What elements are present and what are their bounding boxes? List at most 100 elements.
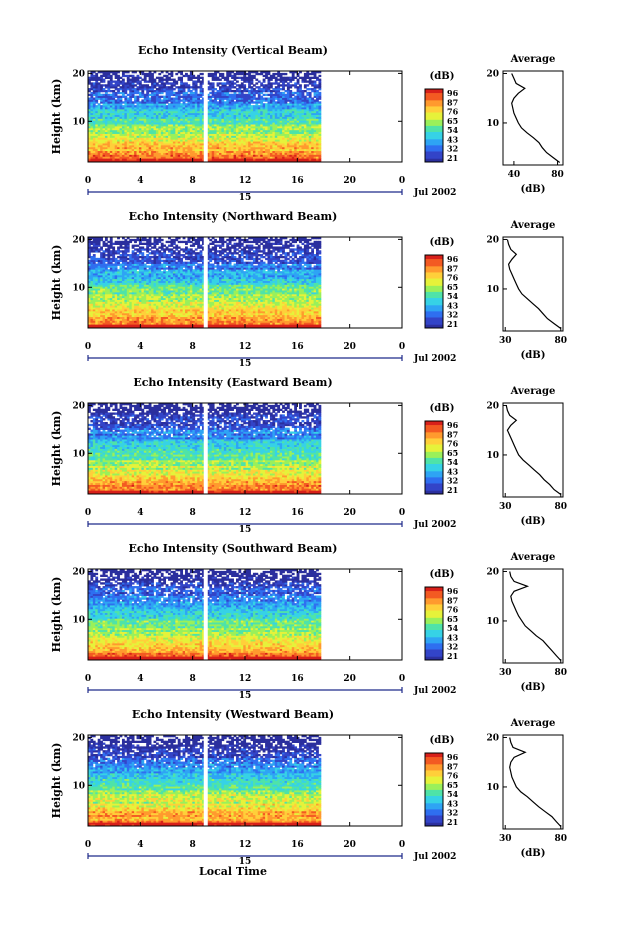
x-tick-label: 0 bbox=[85, 342, 91, 352]
x-tick-label: 0 bbox=[85, 840, 91, 850]
average-profile-line bbox=[510, 572, 561, 661]
average-profile-line bbox=[512, 74, 560, 163]
colorbar-tick-label: 21 bbox=[447, 817, 458, 827]
panel-1: Echo Intensity (Northward Beam)2010Heigh… bbox=[50, 210, 567, 369]
date-label: Jul 2002 bbox=[413, 520, 456, 530]
y-tick-label: 10 bbox=[72, 283, 85, 293]
x-tick-label: 4 bbox=[137, 508, 143, 518]
y-axis-label: Height (km) bbox=[50, 411, 63, 487]
average-x-label: (dB) bbox=[521, 516, 546, 527]
average-y-tick-label: 20 bbox=[486, 69, 499, 79]
colorbar-unit: (dB) bbox=[430, 71, 455, 82]
colorbar bbox=[425, 753, 443, 826]
average-x-tick-label: 30 bbox=[499, 668, 512, 678]
average-title: Average bbox=[510, 718, 556, 729]
date-label: Jul 2002 bbox=[413, 188, 456, 198]
x-tick-label: 20 bbox=[343, 674, 356, 684]
average-y-tick-label: 20 bbox=[486, 401, 499, 411]
x-tick-label: 16 bbox=[291, 176, 304, 186]
colorbar bbox=[425, 255, 443, 328]
panel-title: Echo Intensity (Vertical Beam) bbox=[138, 44, 328, 57]
x-tick-label: 0 bbox=[399, 176, 405, 186]
colorbar-tick-label: 21 bbox=[447, 153, 458, 163]
x-tick-label: 12 bbox=[239, 176, 252, 186]
average-x-tick-label: 40 bbox=[508, 170, 521, 180]
colorbar-tick-label: 21 bbox=[447, 485, 458, 495]
date-label: Jul 2002 bbox=[413, 354, 456, 364]
x-tick-label: 16 bbox=[291, 674, 304, 684]
x-tick-label: 4 bbox=[137, 342, 143, 352]
average-x-label: (dB) bbox=[521, 848, 546, 859]
y-tick-label: 10 bbox=[72, 117, 85, 127]
y-axis-label: Height (km) bbox=[50, 743, 63, 819]
colorbar bbox=[425, 89, 443, 162]
colorbar-unit: (dB) bbox=[430, 735, 455, 746]
x-tick-label: 0 bbox=[85, 176, 91, 186]
average-x-label: (dB) bbox=[521, 184, 546, 195]
x-tick-label: 0 bbox=[85, 508, 91, 518]
average-y-tick-label: 20 bbox=[486, 567, 499, 577]
date-marker: 15 bbox=[239, 193, 252, 203]
data-gap bbox=[204, 569, 208, 660]
panel-4: Echo Intensity (Westward Beam)2010Height… bbox=[50, 708, 567, 878]
date-label: Jul 2002 bbox=[413, 686, 456, 696]
x-tick-label: 0 bbox=[85, 674, 91, 684]
colorbar-unit: (dB) bbox=[430, 237, 455, 248]
y-tick-label: 10 bbox=[72, 615, 85, 625]
x-tick-label: 8 bbox=[190, 342, 196, 352]
date-marker: 15 bbox=[239, 691, 252, 701]
data-gap bbox=[204, 735, 208, 826]
x-tick-label: 16 bbox=[291, 342, 304, 352]
data-gap bbox=[204, 403, 208, 494]
average-x-label: (dB) bbox=[521, 682, 546, 693]
x-tick-label: 0 bbox=[399, 840, 405, 850]
x-tick-label: 4 bbox=[137, 176, 143, 186]
panel-3: Echo Intensity (Southward Beam)2010Heigh… bbox=[50, 542, 567, 701]
x-tick-label: 20 bbox=[343, 176, 356, 186]
average-profile-line bbox=[507, 240, 560, 329]
average-frame bbox=[503, 569, 563, 663]
average-x-label: (dB) bbox=[521, 350, 546, 361]
average-x-tick-label: 80 bbox=[555, 336, 568, 346]
average-y-tick-label: 10 bbox=[486, 451, 499, 461]
panel-title: Echo Intensity (Northward Beam) bbox=[129, 210, 338, 223]
x-tick-label: 4 bbox=[137, 840, 143, 850]
x-tick-label: 8 bbox=[190, 674, 196, 684]
average-y-tick-label: 10 bbox=[486, 617, 499, 627]
y-tick-label: 10 bbox=[72, 781, 85, 791]
average-x-tick-label: 80 bbox=[551, 170, 564, 180]
y-tick-label: 20 bbox=[72, 235, 85, 245]
x-axis-label: Local Time bbox=[199, 865, 267, 878]
average-profile-line bbox=[506, 406, 561, 495]
x-tick-label: 12 bbox=[239, 840, 252, 850]
average-title: Average bbox=[510, 386, 556, 397]
average-x-tick-label: 80 bbox=[555, 502, 568, 512]
x-tick-label: 20 bbox=[343, 840, 356, 850]
x-tick-label: 0 bbox=[399, 508, 405, 518]
panel-title: Echo Intensity (Southward Beam) bbox=[129, 542, 338, 555]
x-tick-label: 16 bbox=[291, 840, 304, 850]
average-x-tick-label: 80 bbox=[555, 834, 568, 844]
panel-title: Echo Intensity (Eastward Beam) bbox=[133, 376, 332, 389]
panel-2: Echo Intensity (Eastward Beam) 20 10 Height… bbox=[50, 376, 567, 535]
x-tick-label: 12 bbox=[239, 342, 252, 352]
date-marker: 15 bbox=[239, 359, 252, 369]
average-frame bbox=[503, 71, 563, 165]
colorbar-unit: (dB) bbox=[430, 403, 455, 414]
data-gap bbox=[204, 71, 208, 162]
x-tick-label: 8 bbox=[190, 508, 196, 518]
panel-0: Echo Intensity (Vertical Beam) 20 10 Height… bbox=[50, 44, 564, 203]
colorbar bbox=[425, 421, 443, 494]
average-x-tick-label: 30 bbox=[499, 834, 512, 844]
y-tick-label: 20 bbox=[72, 401, 85, 411]
x-tick-label: 16 bbox=[291, 508, 304, 518]
y-tick-label: 20 bbox=[72, 69, 85, 79]
x-tick-label: 12 bbox=[239, 508, 252, 518]
x-tick-label: 0 bbox=[399, 674, 405, 684]
y-axis-label: Height (km) bbox=[50, 79, 63, 155]
average-x-tick-label: 30 bbox=[499, 502, 512, 512]
average-y-tick-label: 10 bbox=[486, 285, 499, 295]
y-tick-label: 10 bbox=[72, 449, 85, 459]
average-y-tick-label: 20 bbox=[486, 733, 499, 743]
